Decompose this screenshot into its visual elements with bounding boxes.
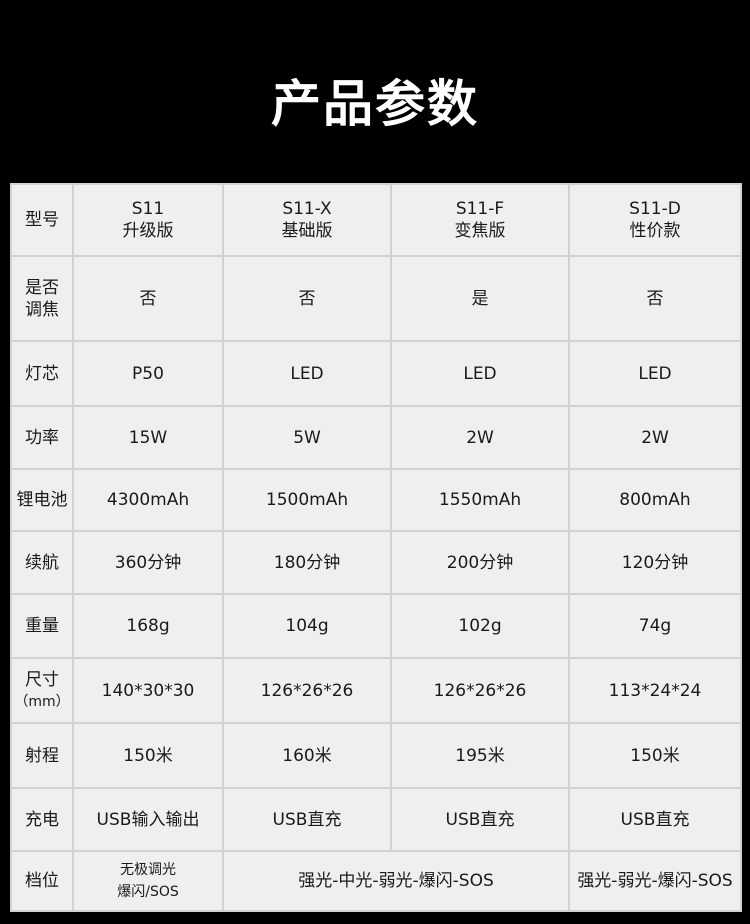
row-label: 尺寸 （mm）: [10, 657, 74, 724]
value-cell: 强光-中光-弱光-爆闪-SOS: [222, 850, 570, 912]
modes-row: 档位 无极调光爆闪/SOS 强光-中光-弱光-爆闪-SOS 强光-弱光-爆闪-S…: [10, 850, 742, 912]
model-cell: S11-D 性价款: [568, 183, 742, 257]
mode-line: 无极调光: [120, 862, 176, 878]
value-cell: 126*26*26: [222, 657, 392, 724]
row-label: 灯芯: [10, 340, 74, 407]
value-cell: 1500mAh: [222, 468, 392, 532]
header-row: 型号 S11 升级版 S11-X 基础版 S11-F 变焦版 S11-D 性价款: [10, 183, 742, 257]
table-row: 尺寸 （mm） 140*30*30 126*26*26 126*26*26 113*24*…: [10, 657, 742, 724]
model-sub: 变焦版: [454, 221, 506, 241]
value-cell: 否: [72, 255, 224, 342]
model-sub: 基础版: [281, 221, 333, 241]
value-cell: 104g: [222, 593, 392, 659]
value-cell: USB直充: [568, 787, 742, 852]
model-name: S11-F: [455, 199, 505, 219]
row-label: 锂电池: [10, 468, 74, 532]
value-cell: 74g: [568, 593, 742, 659]
value-cell: 180分钟: [222, 530, 392, 595]
model-sub: 性价款: [629, 221, 681, 241]
model-sub: 升级版: [122, 221, 174, 241]
value-cell: USB直充: [222, 787, 392, 852]
value-cell: 无极调光爆闪/SOS: [72, 850, 224, 912]
table-row: 充电 USB输入输出 USB直充 USB直充 USB直充: [10, 787, 742, 852]
value-cell: 是: [390, 255, 570, 342]
value-cell: 140*30*30: [72, 657, 224, 724]
mode-line: 爆闪/SOS: [117, 884, 179, 900]
value-cell: 150米: [72, 722, 224, 789]
value-cell: 113*24*24: [568, 657, 742, 724]
row-label: 功率: [10, 405, 74, 470]
value-cell: 强光-弱光-爆闪-SOS: [568, 850, 742, 912]
row-label: 档位: [10, 850, 74, 912]
value-cell: 195米: [390, 722, 570, 789]
table-row: 是否 调焦否否是否: [10, 255, 742, 342]
value-cell: 4300mAh: [72, 468, 224, 532]
model-name: S11-X: [282, 199, 332, 219]
value-cell: 2W: [568, 405, 742, 470]
model-cell: S11-F 变焦版: [390, 183, 570, 257]
row-label: 型号: [10, 183, 74, 257]
model-cell: S11-X 基础版: [222, 183, 392, 257]
value-cell: 2W: [390, 405, 570, 470]
spec-table: 型号 S11 升级版 S11-X 基础版 S11-F 变焦版 S11-D 性价款 是否调…: [10, 183, 742, 912]
value-cell: 否: [568, 255, 742, 342]
row-label: 续航: [10, 530, 74, 595]
table-row: 续航 360分钟 180分钟 200分钟 120分钟: [10, 530, 742, 595]
table-row: 重量 168g 104g 102g 74g: [10, 593, 742, 659]
table-row: 功率 15W 5W 2W 2W: [10, 405, 742, 470]
value-cell: 5W: [222, 405, 392, 470]
model-name: S11-D: [629, 199, 681, 219]
value-cell: 160米: [222, 722, 392, 789]
value-cell: 200分钟: [390, 530, 570, 595]
page-title: 产品参数: [271, 75, 479, 133]
value-cell: LED: [568, 340, 742, 407]
value-cell: 150米: [568, 722, 742, 789]
value-cell: 否: [222, 255, 392, 342]
row-label: 是否 调焦: [10, 255, 74, 342]
value-cell: 120分钟: [568, 530, 742, 595]
value-cell: 168g: [72, 593, 224, 659]
row-label: 重量: [10, 593, 74, 659]
table-row: 射程 150米 160米 195米 150米: [10, 722, 742, 789]
value-cell: 15W: [72, 405, 224, 470]
value-cell: P50: [72, 340, 224, 407]
table-row: 锂电池 4300mAh 1500mAh 1550mAh 800mAh: [10, 468, 742, 532]
value-cell: LED: [222, 340, 392, 407]
model-cell: S11 升级版: [72, 183, 224, 257]
value-cell: USB输入输出: [72, 787, 224, 852]
table-row: 灯芯 P50 LED LED LED: [10, 340, 742, 407]
row-label: 充电: [10, 787, 74, 852]
model-name: S11: [131, 199, 165, 219]
value-cell: 800mAh: [568, 468, 742, 532]
value-cell: 102g: [390, 593, 570, 659]
value-cell: LED: [390, 340, 570, 407]
row-label: 射程: [10, 722, 74, 789]
value-cell: 360分钟: [72, 530, 224, 595]
value-cell: USB直充: [390, 787, 570, 852]
value-cell: 1550mAh: [390, 468, 570, 532]
value-cell: 126*26*26: [390, 657, 570, 724]
